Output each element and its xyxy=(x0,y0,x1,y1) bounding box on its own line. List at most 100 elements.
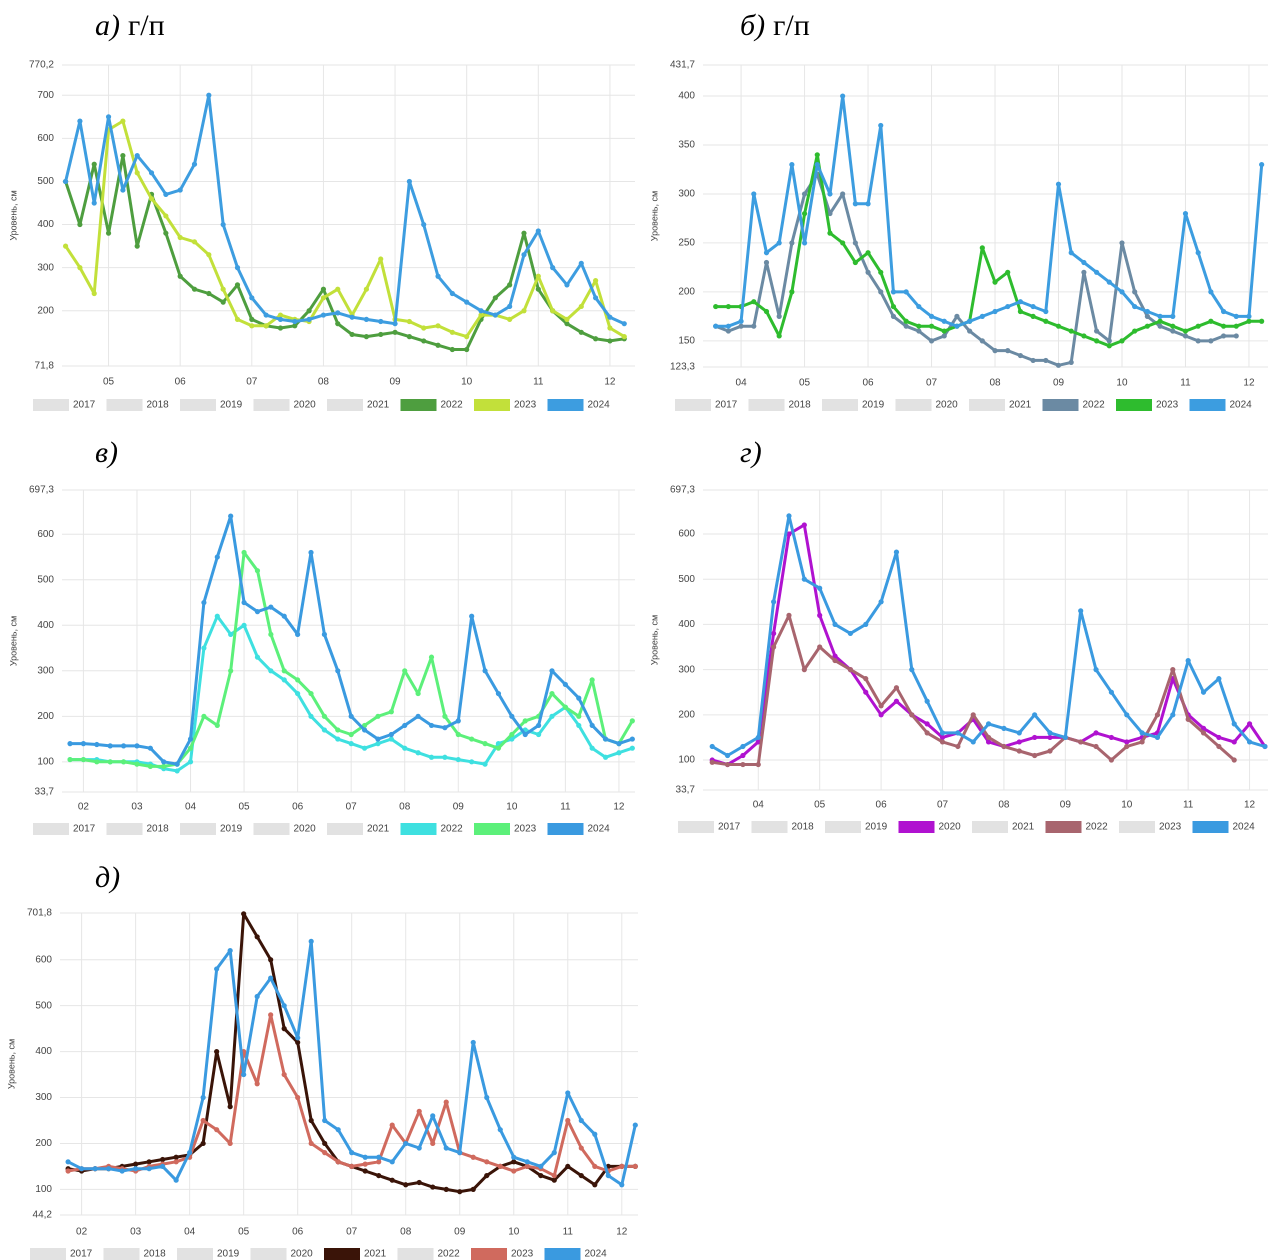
x-tick-label: 06 xyxy=(175,377,187,388)
y-axis-label: Уровень, см xyxy=(8,190,18,240)
data-point xyxy=(375,713,381,719)
data-point xyxy=(392,321,398,327)
data-point xyxy=(1262,743,1268,750)
legend-label: 2022 xyxy=(441,824,464,835)
data-point xyxy=(214,1049,220,1055)
data-point xyxy=(776,333,782,339)
data-point xyxy=(565,1090,571,1096)
data-point xyxy=(80,756,87,763)
y-tick-label: 71,8 xyxy=(35,361,55,372)
data-point xyxy=(535,228,541,234)
data-point xyxy=(187,759,194,765)
data-point xyxy=(1170,712,1176,718)
data-point xyxy=(1068,359,1074,365)
data-point xyxy=(200,1140,206,1147)
data-point xyxy=(1233,313,1239,319)
data-point xyxy=(214,613,220,619)
x-tick-label: 09 xyxy=(454,1227,466,1238)
data-point xyxy=(320,295,327,301)
y-tick-label: 100 xyxy=(678,755,695,766)
x-tick-label: 09 xyxy=(1060,800,1072,811)
data-point xyxy=(1132,303,1138,310)
data-point xyxy=(1047,734,1053,741)
data-point xyxy=(497,1163,503,1170)
data-point xyxy=(509,731,515,738)
data-point xyxy=(1154,712,1161,718)
data-point xyxy=(443,1145,449,1151)
data-point xyxy=(1208,338,1214,344)
data-point xyxy=(268,668,274,674)
legend-swatch xyxy=(33,399,69,411)
data-point xyxy=(308,690,314,697)
data-point xyxy=(1081,259,1087,266)
data-point xyxy=(187,1150,193,1156)
data-point xyxy=(1195,323,1201,329)
data-point xyxy=(147,763,153,769)
data-point xyxy=(521,252,527,258)
y-tick-label: 44,2 xyxy=(33,1210,53,1221)
data-point xyxy=(348,713,354,719)
panel-label: а) xyxy=(95,9,120,42)
data-point xyxy=(817,644,823,650)
data-point xyxy=(1119,338,1125,344)
x-tick-label: 08 xyxy=(318,377,330,388)
legend-label: 2017 xyxy=(70,1249,93,1260)
data-point xyxy=(878,712,884,718)
data-point xyxy=(376,1154,382,1160)
data-point xyxy=(497,1127,503,1133)
data-point xyxy=(263,312,269,318)
data-point xyxy=(120,187,126,193)
data-point xyxy=(406,334,412,340)
legend-swatch xyxy=(33,823,69,835)
data-point xyxy=(852,201,858,207)
data-point xyxy=(1195,338,1201,344)
data-point xyxy=(335,736,341,742)
data-point xyxy=(1132,289,1138,295)
y-tick-label: 300 xyxy=(35,1092,52,1103)
data-point xyxy=(484,1094,490,1101)
data-point xyxy=(442,754,448,760)
data-point xyxy=(281,613,287,619)
data-point xyxy=(771,599,777,605)
data-point xyxy=(442,713,448,719)
data-point xyxy=(551,1172,557,1179)
legend-label: 2021 xyxy=(1009,400,1032,411)
data-point xyxy=(538,1163,544,1170)
legend-label: 2020 xyxy=(939,822,962,833)
data-point xyxy=(592,1182,598,1188)
data-point xyxy=(234,316,241,322)
data-point xyxy=(1185,716,1191,722)
data-point xyxy=(415,690,421,697)
legend-label: 2023 xyxy=(514,824,537,835)
data-point xyxy=(295,677,301,683)
data-point xyxy=(227,1140,233,1147)
legend-swatch xyxy=(1192,821,1229,833)
data-point xyxy=(484,1172,490,1179)
data-point xyxy=(469,736,475,742)
data-point xyxy=(827,191,833,197)
y-tick-label: 200 xyxy=(678,709,695,720)
data-point xyxy=(428,722,435,729)
data-point xyxy=(249,323,255,329)
data-point xyxy=(814,161,820,168)
data-point xyxy=(916,323,922,329)
data-point xyxy=(241,1071,247,1078)
data-point xyxy=(1246,721,1253,727)
data-point xyxy=(616,750,622,756)
data-point xyxy=(909,667,915,673)
data-point xyxy=(306,316,312,322)
data-point xyxy=(65,1168,71,1174)
data-point xyxy=(322,1140,328,1147)
data-point xyxy=(249,295,255,301)
chart-title: г/п xyxy=(128,9,165,42)
legend-swatch xyxy=(400,823,437,835)
data-point xyxy=(482,761,488,767)
data-point xyxy=(1047,748,1053,754)
legend-label: 2017 xyxy=(718,822,741,833)
legend-swatch xyxy=(474,823,510,835)
legend-swatch xyxy=(324,1248,360,1260)
data-point xyxy=(593,295,599,301)
data-point xyxy=(1246,739,1253,745)
data-point xyxy=(1016,748,1022,754)
data-point xyxy=(277,312,284,318)
